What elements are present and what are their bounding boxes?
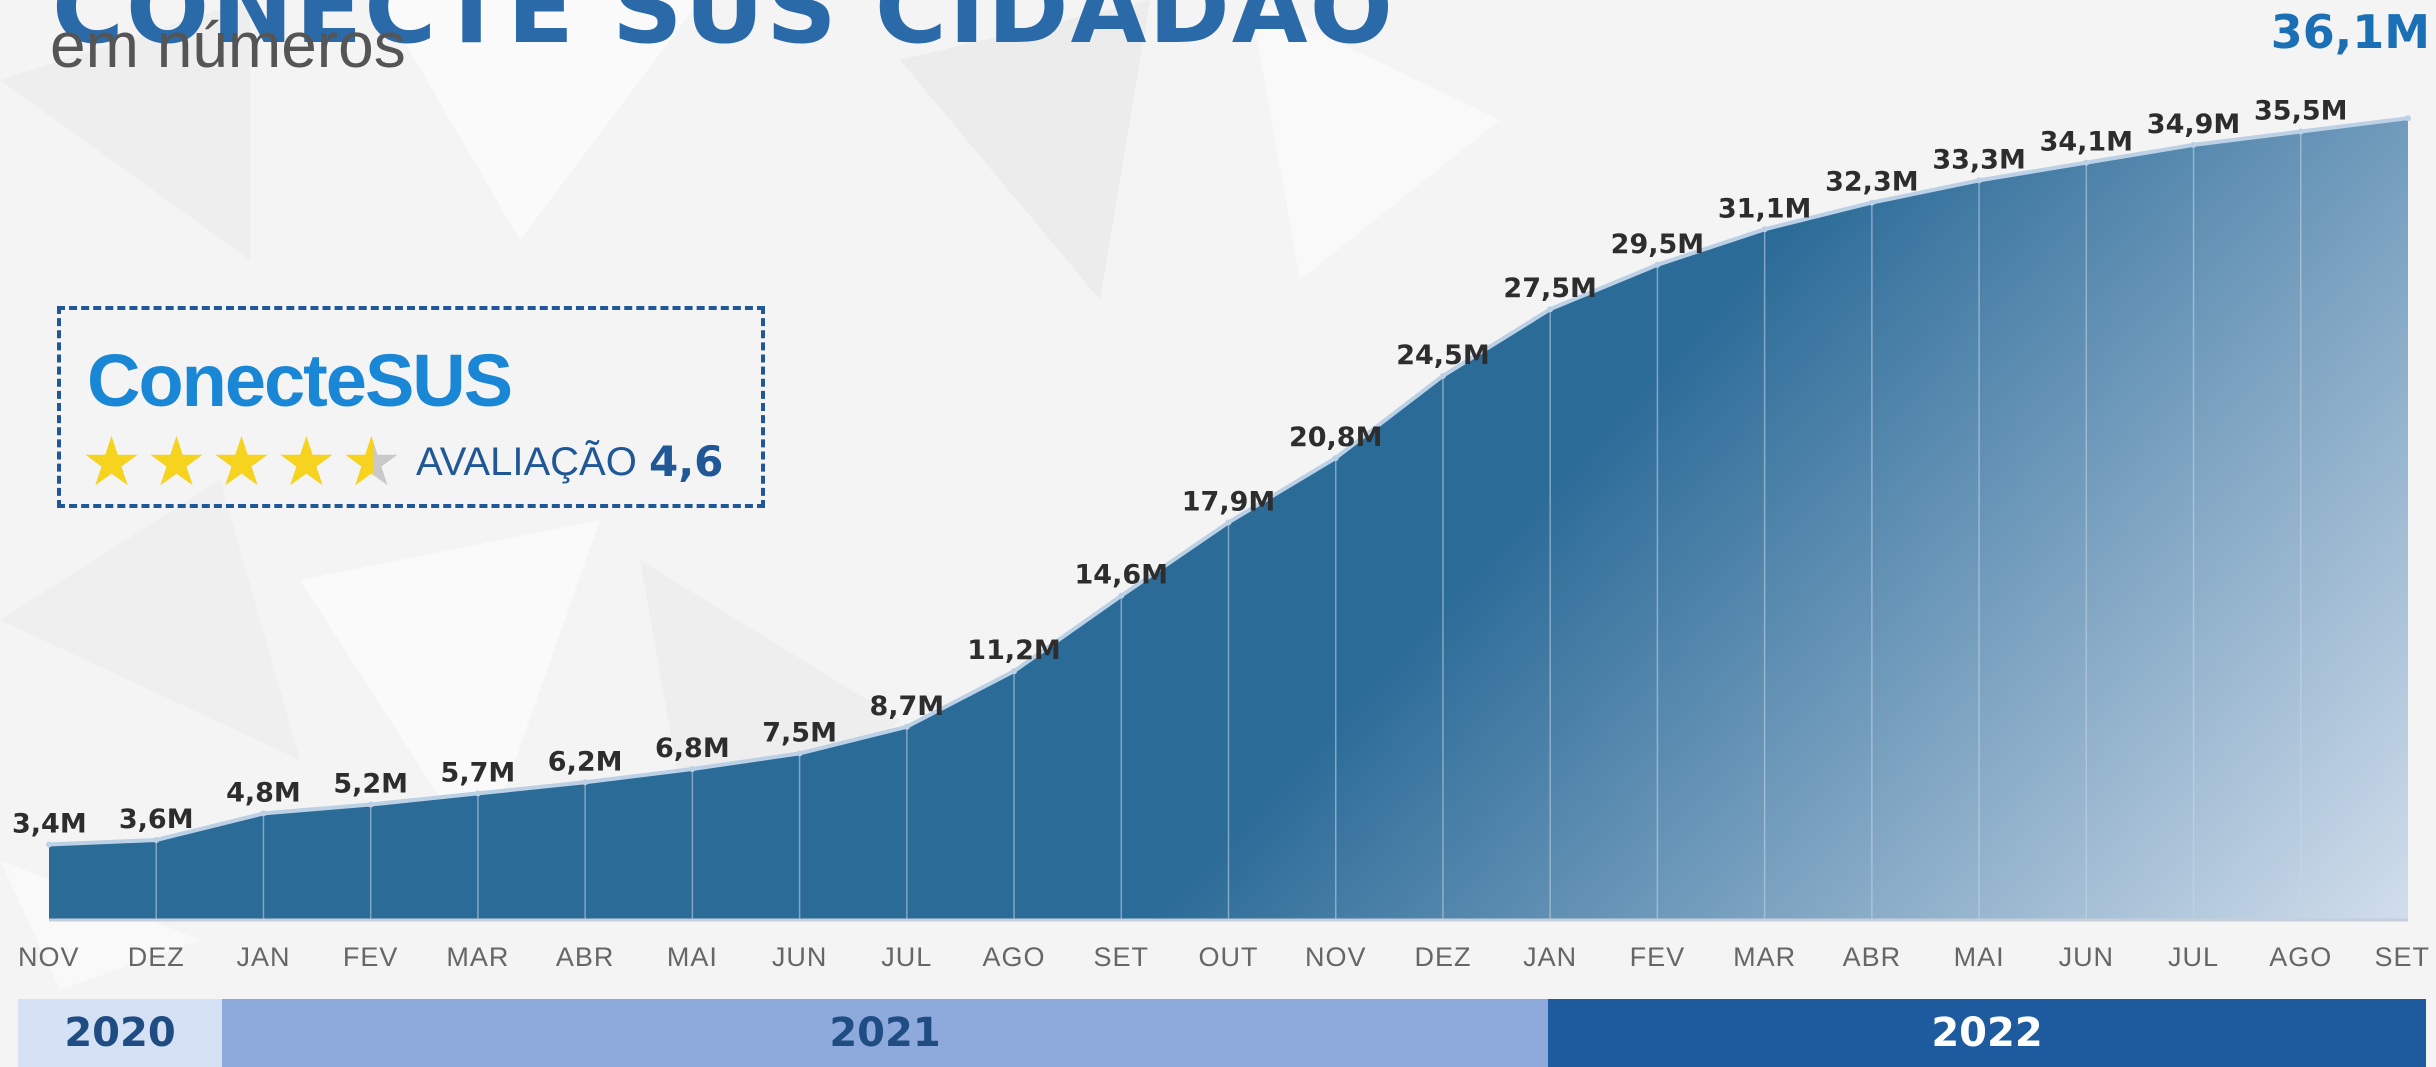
year-segment-2021: 2021 [222, 999, 1548, 1067]
year-segment-2022: 2022 [1548, 999, 2426, 1067]
data-label: 6,2M [548, 746, 623, 777]
x-axis-tick-label: MAI [1954, 942, 2005, 972]
year-segment-2020: 2020 [18, 999, 222, 1067]
data-label: 33,3M [1932, 144, 2026, 175]
data-label: 35,5M [2254, 96, 2348, 127]
star-icon: ★ [275, 424, 341, 500]
x-axis-tick-label: FEV [1630, 942, 1686, 972]
data-label: 31,1M [1718, 193, 1812, 224]
data-point [903, 723, 910, 730]
data-label: 11,2M [967, 635, 1061, 666]
current-total-label: 36,1M [2271, 5, 2430, 59]
star-icon: ★ [81, 424, 146, 500]
x-axis-tick-label: JUL [2168, 942, 2219, 972]
x-axis-tick-label: JUN [2059, 942, 2115, 972]
data-point [46, 841, 52, 848]
data-label: 20,8M [1289, 422, 1383, 453]
x-axis-tick-label: MAI [667, 942, 718, 972]
data-label: 24,5M [1396, 340, 1490, 371]
app-rating-box: ConecteSUS ★★★★★ AVALIAÇÃO 4,6 [57, 306, 765, 508]
data-label: 34,9M [2147, 109, 2241, 140]
brand-part-2: SUS [364, 339, 513, 422]
x-axis-tick-label: AGO [2269, 942, 2332, 972]
data-point [1761, 226, 1768, 233]
data-point [367, 801, 374, 808]
x-axis-tick-label: NOV [1305, 942, 1367, 972]
x-axis-tick-label: SET [1094, 942, 1150, 972]
data-label: 29,5M [1611, 229, 1705, 260]
brand-part-1: Conecte [87, 339, 367, 422]
page-subtitle: em números [50, 9, 406, 81]
data-point [1118, 592, 1125, 599]
data-label: 5,2M [333, 769, 408, 800]
data-point [2297, 128, 2304, 135]
x-axis-tick-label: ABR [1843, 942, 1902, 972]
x-axis-tick-label: FEV [343, 942, 399, 972]
x-axis-tick-label: ABR [556, 942, 615, 972]
data-label: 6,8M [655, 733, 730, 764]
data-label: 7,5M [762, 717, 837, 748]
data-label: 32,3M [1825, 167, 1919, 198]
data-point [260, 810, 267, 817]
data-label: 34,1M [2040, 127, 2134, 158]
data-labels: 3,4M 3,6M 4,8M 5,2M 5,7M 6,2M 6,8M 7,5M 8,7M 11,2… [12, 96, 2348, 840]
data-label: 4,8M [226, 777, 301, 808]
data-label: 5,7M [441, 757, 516, 788]
data-point [1011, 668, 1018, 675]
x-axis-tick-label: SET [2374, 942, 2430, 972]
page-title: CONECTE SUS CIDADÃO [52, 0, 1395, 66]
x-axis-tick-label: MAR [446, 942, 509, 972]
data-label: 14,6M [1075, 560, 1169, 591]
data-label: 27,5M [1503, 273, 1597, 304]
data-point [1976, 177, 1983, 184]
data-label: 8,7M [869, 691, 944, 722]
x-axis-tick-label: JUL [881, 942, 932, 972]
rating-stars: ★★★★★ [81, 428, 406, 496]
data-label: 3,4M [12, 808, 87, 839]
half-star-icon: ★ [340, 424, 406, 500]
data-label: 17,9M [1182, 486, 1276, 517]
data-point [1868, 199, 1875, 206]
data-point [796, 750, 803, 757]
data-point [1654, 261, 1661, 268]
data-label: 3,6M [119, 804, 194, 835]
area-fill [49, 118, 2408, 920]
rating-label: AVALIAÇÃO [416, 440, 637, 484]
x-axis-tick-label: NOV [18, 942, 80, 972]
rating-value: 4,6 [649, 437, 724, 486]
data-point [1332, 455, 1339, 462]
data-point [1547, 306, 1554, 313]
data-point [2083, 159, 2090, 166]
data-point [474, 790, 481, 797]
data-points [46, 115, 2411, 848]
data-point [689, 765, 696, 772]
x-axis-tick-label: JAN [1523, 942, 1577, 972]
x-axis-tick-label: OUT [1199, 942, 1259, 972]
x-axis-tick-label: MAR [1733, 942, 1796, 972]
x-axis-tick-labels: NOV DEZ JAN FEV MAR ABR MAI JUN JUL AGO SET OUT NOV D… [18, 942, 2430, 972]
data-point [1225, 519, 1232, 526]
star-icon: ★ [210, 424, 276, 500]
x-axis-tick-label: DEZ [1414, 942, 1471, 972]
data-point [153, 837, 160, 844]
x-axis-tick-label: AGO [983, 942, 1046, 972]
month-dividers [155, 131, 2302, 920]
data-point [2190, 141, 2197, 148]
conectesus-logo: ConecteSUS [87, 338, 513, 423]
x-axis-tick-label: DEZ [128, 942, 185, 972]
data-point [582, 779, 589, 786]
x-axis-tick-label: JUN [772, 942, 828, 972]
x-axis-tick-label: JAN [236, 942, 290, 972]
data-point [1439, 372, 1446, 379]
star-icon: ★ [145, 424, 211, 500]
data-point [2405, 115, 2411, 122]
